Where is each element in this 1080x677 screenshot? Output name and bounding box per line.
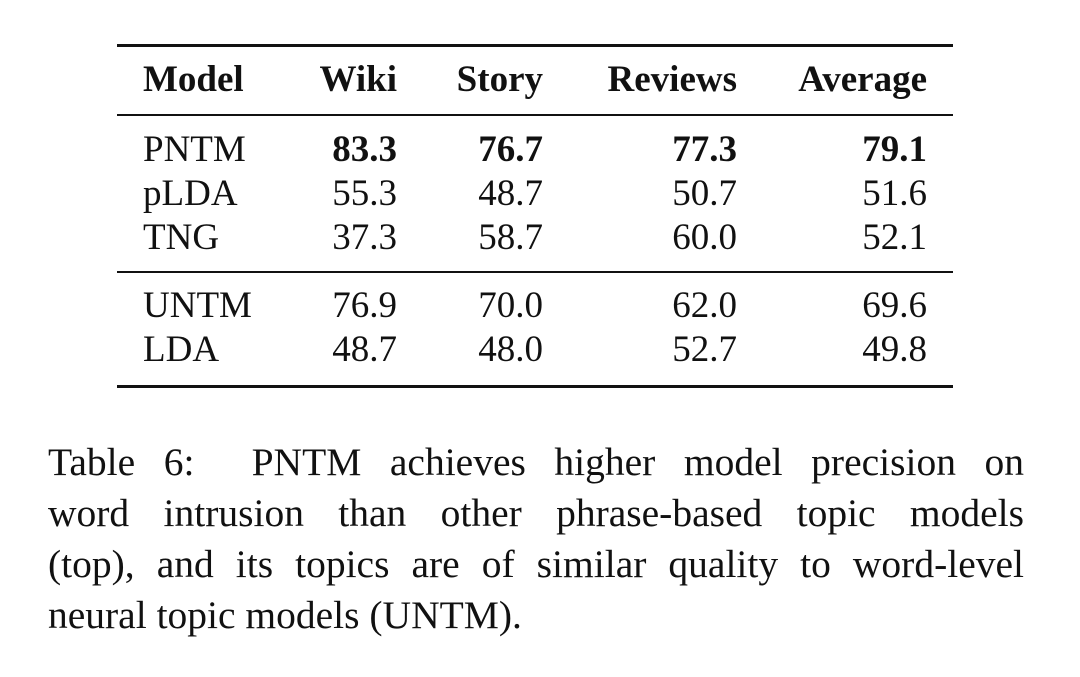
group-rule <box>117 271 953 273</box>
table-cell: 51.6 <box>862 173 927 214</box>
row-model-name: UNTM <box>143 285 252 326</box>
row-model-name: pLDA <box>143 173 238 214</box>
table-cell: 76.7 <box>478 129 543 170</box>
table-cell: 52.7 <box>672 329 737 370</box>
bottom-rule <box>117 385 953 388</box>
column-header: Story <box>456 59 543 100</box>
caption-label: Table 6: <box>48 440 195 484</box>
table-cell: 37.3 <box>332 217 397 258</box>
column-header: Reviews <box>607 59 737 100</box>
table-cell: 48.0 <box>478 329 543 370</box>
caption-line: word intrusion than other phrase-based t… <box>48 491 1024 535</box>
row-model-name: PNTM <box>143 129 246 170</box>
table-cell: 49.8 <box>862 329 927 370</box>
table-cell: 50.7 <box>672 173 737 214</box>
column-header: Average <box>798 59 927 100</box>
table-cell: 79.1 <box>862 129 927 170</box>
table-cell: 83.3 <box>332 129 397 170</box>
table-cell: 77.3 <box>672 129 737 170</box>
column-header: Model <box>143 59 244 100</box>
table-cell: 52.1 <box>862 217 927 258</box>
table-cell: 69.6 <box>862 285 927 326</box>
caption-model-name: PNTM <box>251 440 362 484</box>
header-rule <box>117 114 953 116</box>
row-model-name: LDA <box>143 329 220 370</box>
table-cell: 48.7 <box>332 329 397 370</box>
column-header: Wiki <box>319 59 397 100</box>
caption-line: neural topic models (UNTM). <box>48 593 522 637</box>
table-cell: 76.9 <box>332 285 397 326</box>
table-cell: 70.0 <box>478 285 543 326</box>
table-cell: 60.0 <box>672 217 737 258</box>
row-model-name: TNG <box>143 217 220 258</box>
caption-text: achieves higher model precision on <box>389 440 1025 484</box>
caption-line: (top), and its topics are of similar qua… <box>48 542 1024 586</box>
table-cell: 62.0 <box>672 285 737 326</box>
top-rule <box>117 44 953 47</box>
caption-line: Table 6: PNTM achieves higher model prec… <box>48 437 1024 487</box>
table-cell: 48.7 <box>478 173 543 214</box>
table-cell: 55.3 <box>332 173 397 214</box>
table-cell: 58.7 <box>478 217 543 258</box>
